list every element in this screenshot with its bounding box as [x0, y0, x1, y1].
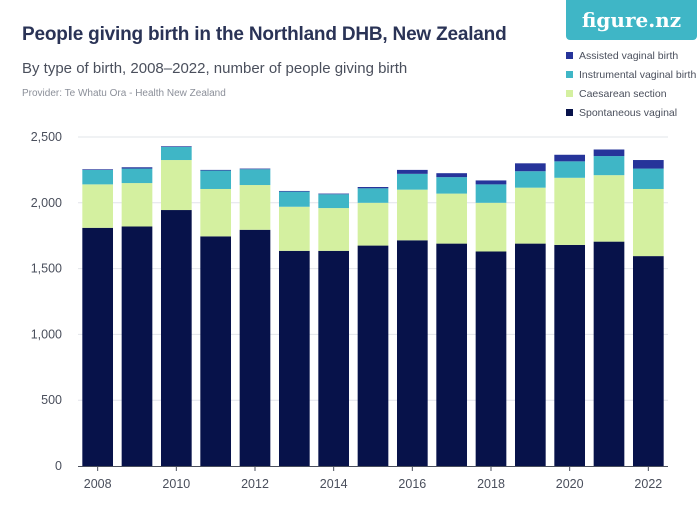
legend-label-instrumental: Instrumental vaginal birth	[579, 68, 697, 81]
x-tick-label: 2014	[320, 477, 348, 491]
legend-item-assisted[interactable]: Assisted vaginal birth	[566, 46, 700, 65]
legend-label-caesarean: Caesarean section	[579, 87, 667, 100]
bar-segment	[396, 169, 428, 174]
legend-swatch-spontaneous	[566, 109, 573, 116]
bar-segment	[160, 146, 192, 161]
bar-segment	[239, 185, 271, 230]
bar-segment	[318, 194, 350, 209]
x-tick-label: 2022	[634, 477, 662, 491]
bar-segment	[593, 241, 625, 466]
bar-segment	[554, 161, 586, 178]
bar-segment	[318, 193, 350, 195]
bar-segment	[396, 173, 428, 190]
chart-subtitle: By type of birth, 2008–2022, number of p…	[22, 60, 408, 77]
figure-nz-logo[interactable]: figure.nz	[566, 0, 697, 40]
bar-segment	[200, 236, 232, 466]
bar-segment	[593, 156, 625, 176]
legend-label-assisted: Assisted vaginal birth	[579, 49, 679, 62]
y-tick-label: 500	[41, 393, 62, 407]
y-tick-label: 0	[55, 459, 62, 473]
bar-segment	[121, 168, 153, 184]
bar-segment	[200, 169, 232, 171]
bar-segment	[318, 250, 350, 466]
bar-segment	[593, 175, 625, 242]
bar-segment	[121, 183, 153, 227]
legend-item-spontaneous[interactable]: Spontaneous vaginal	[566, 103, 700, 122]
bar-segment	[514, 187, 546, 244]
bar-segment	[475, 184, 507, 203]
legend-swatch-caesarean	[566, 90, 573, 97]
bar-segment	[436, 193, 468, 244]
x-tick-label: 2010	[162, 477, 190, 491]
x-tick-label: 2016	[398, 477, 426, 491]
legend-label-spontaneous: Spontaneous vaginal	[579, 106, 678, 119]
bar-segment	[278, 250, 310, 466]
bar-segment	[121, 226, 153, 466]
chart-title: People giving birth in the Northland DHB…	[22, 24, 507, 45]
x-tick-label: 2012	[241, 477, 269, 491]
bar-segment	[278, 206, 310, 251]
bar-segment	[200, 188, 232, 237]
y-tick-label: 2,500	[31, 130, 62, 144]
bar-segment	[554, 177, 586, 245]
legend-item-caesarean[interactable]: Caesarean section	[566, 84, 700, 103]
bar-segment	[514, 163, 546, 172]
legend-item-instrumental[interactable]: Instrumental vaginal birth	[566, 65, 700, 84]
bar-segment	[475, 180, 507, 185]
bar-segment	[82, 227, 114, 466]
bar-segment	[239, 229, 271, 466]
bar-segment	[436, 243, 468, 466]
bar-segment	[632, 188, 664, 257]
provider-note: Provider: Te Whatu Ora - Health New Zeal…	[22, 88, 226, 99]
bar-segment	[278, 191, 310, 207]
legend-swatch-assisted	[566, 52, 573, 59]
bar-segment	[396, 240, 428, 466]
x-tick-label: 2008	[84, 477, 112, 491]
bar-segment	[475, 202, 507, 252]
bar-segment	[200, 170, 232, 189]
bar-segment	[396, 189, 428, 241]
bar-segment	[357, 187, 389, 189]
legend: Assisted vaginal birth Instrumental vagi…	[566, 46, 700, 122]
bar-segment	[239, 169, 271, 186]
legend-swatch-instrumental	[566, 71, 573, 78]
bar-segment	[239, 168, 271, 170]
bar-segment	[632, 160, 664, 169]
bar-segment	[632, 168, 664, 189]
bar-segment	[82, 169, 114, 185]
bar-segment	[357, 202, 389, 246]
bar-segment	[475, 251, 507, 466]
bar-segment	[160, 146, 192, 147]
bar-segment	[514, 243, 546, 466]
bar-segment	[160, 210, 192, 466]
bar-segment	[160, 160, 192, 211]
y-tick-label: 1,500	[31, 262, 62, 276]
bar-segment	[514, 171, 546, 188]
bar-segment	[82, 169, 114, 170]
y-tick-label: 2,000	[31, 196, 62, 210]
bar-segment	[278, 190, 310, 192]
bar-segment	[554, 244, 586, 466]
bar-segment	[632, 256, 664, 466]
x-tick-label: 2020	[556, 477, 584, 491]
bar-segment	[436, 177, 468, 194]
bar-segment	[357, 245, 389, 466]
bar-segment	[554, 154, 586, 162]
bar-segment	[357, 188, 389, 203]
bar-segment	[436, 173, 468, 178]
bar-segment	[318, 208, 350, 251]
bar-segment	[121, 167, 153, 169]
x-tick-label: 2018	[477, 477, 505, 491]
y-tick-label: 1,000	[31, 327, 62, 341]
bar-segment	[82, 184, 114, 228]
bar-segment	[593, 149, 625, 157]
